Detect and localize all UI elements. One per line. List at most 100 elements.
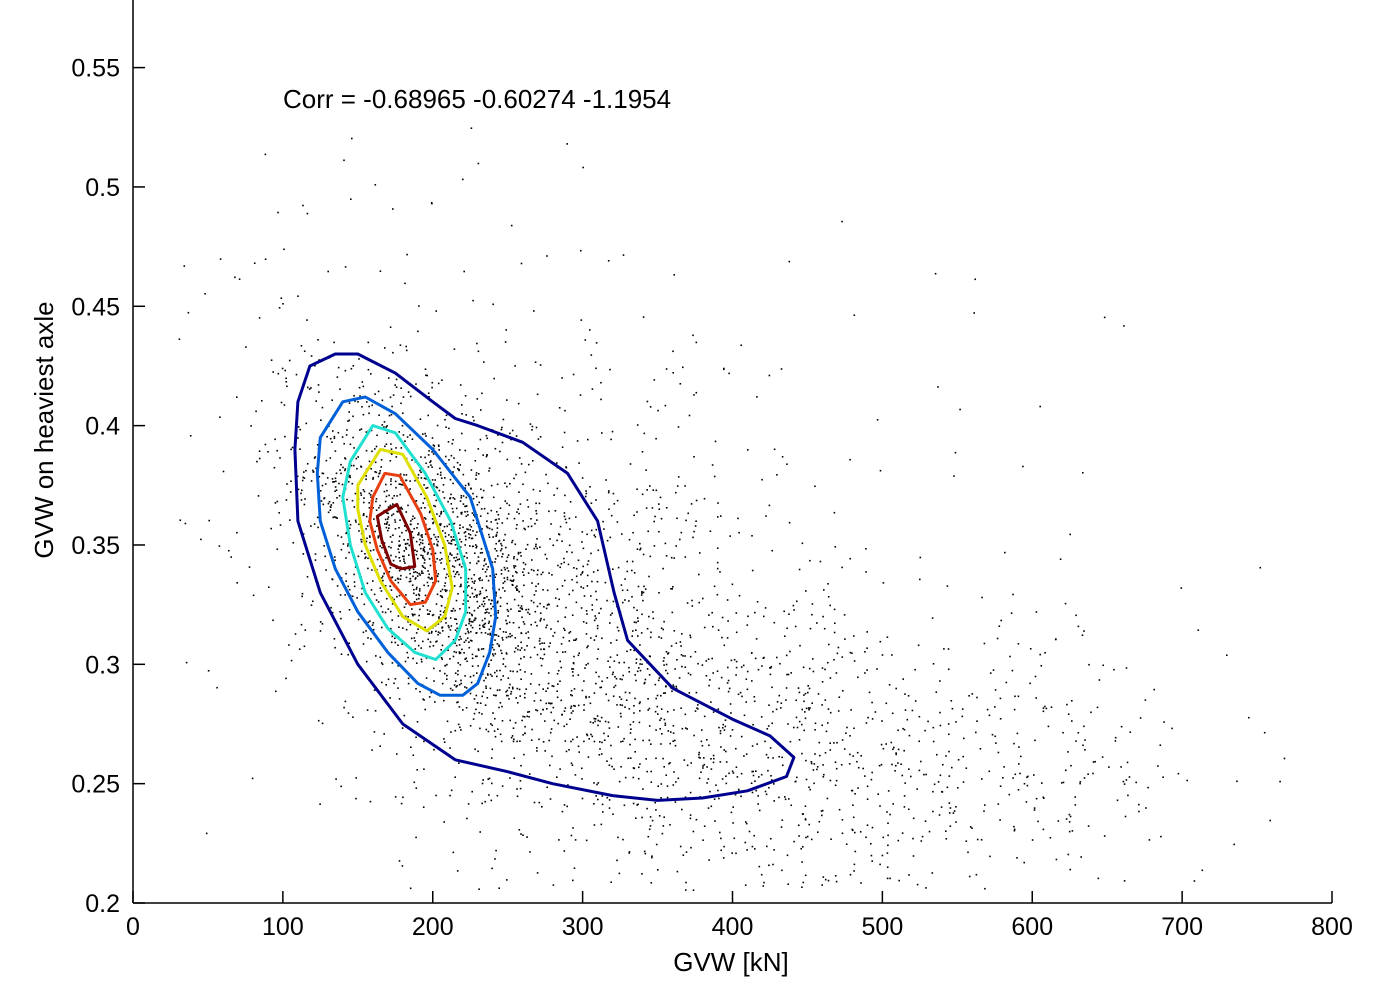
scatter-point <box>746 688 749 691</box>
scatter-point <box>824 752 827 754</box>
scatter-point <box>743 714 746 717</box>
scatter-point <box>345 434 348 436</box>
scatter-point <box>776 701 779 703</box>
scatter-point <box>479 592 482 595</box>
scatter-point <box>391 514 393 517</box>
scatter-point <box>228 549 230 552</box>
scatter-point <box>536 547 538 550</box>
scatter-point <box>477 750 479 753</box>
scatter-point <box>296 475 299 478</box>
scatter-point <box>371 569 373 571</box>
scatter-point <box>456 870 459 872</box>
scatter-point <box>684 796 687 798</box>
scatter-point <box>522 483 524 486</box>
scatter-point <box>423 557 425 560</box>
scatter-point <box>321 472 324 475</box>
scatter-point <box>484 800 486 803</box>
scatter-point <box>564 740 567 742</box>
scatter-point <box>506 602 508 605</box>
scatter-point <box>487 622 490 624</box>
scatter-point <box>417 557 419 560</box>
scatter-point <box>346 498 348 501</box>
scatter-point <box>465 515 468 517</box>
scatter-point <box>385 526 388 529</box>
scatter-point <box>460 585 462 587</box>
scatter-point <box>427 454 430 456</box>
scatter-point <box>674 739 676 742</box>
scatter-point <box>751 845 754 848</box>
scatter-point <box>448 427 450 430</box>
scatter-point <box>337 431 340 434</box>
scatter-point <box>392 394 395 396</box>
scatter-point <box>479 552 482 554</box>
scatter-point <box>665 669 667 672</box>
scatter-point <box>484 704 487 706</box>
scatter-point <box>453 457 455 459</box>
scatter-point <box>464 632 467 635</box>
scatter-point <box>459 538 461 541</box>
scatter-point <box>531 728 533 731</box>
scatter-point <box>451 538 454 541</box>
scatter-point <box>456 559 459 561</box>
scatter-point <box>407 682 410 685</box>
scatter-point <box>476 504 479 506</box>
scatter-point <box>440 513 442 515</box>
scatter-point <box>849 873 852 876</box>
scatter-point <box>1002 777 1004 779</box>
scatter-point <box>1114 736 1117 739</box>
scatter-point <box>495 634 498 636</box>
scatter-point <box>272 371 274 373</box>
scatter-point <box>446 720 449 723</box>
scatter-point <box>524 528 526 531</box>
scatter-point <box>604 720 607 723</box>
scatter-point <box>589 329 591 331</box>
scatter-point <box>687 512 689 515</box>
scatter-point <box>654 801 656 804</box>
scatter-point <box>332 481 334 483</box>
scatter-point <box>781 819 784 821</box>
scatter-point <box>517 402 520 405</box>
scatter-point <box>536 624 538 627</box>
scatter-point <box>274 502 277 504</box>
scatter-point <box>663 766 665 768</box>
scatter-point <box>694 710 697 712</box>
scatter-point <box>450 493 452 496</box>
scatter-point <box>509 670 512 672</box>
scatter-point <box>768 374 771 377</box>
scatter-point <box>490 521 492 523</box>
scatter-point <box>443 585 446 587</box>
scatter-point <box>378 414 380 416</box>
scatter-point <box>517 645 519 647</box>
scatter-point <box>416 769 418 771</box>
scatter-point <box>802 881 805 884</box>
scatter-point <box>829 749 832 751</box>
scatter-point <box>469 676 472 678</box>
scatter-point <box>470 620 473 623</box>
scatter-point <box>707 807 710 809</box>
scatter-point <box>765 793 768 796</box>
scatter-point <box>912 837 914 840</box>
scatter-point <box>673 630 676 632</box>
scatter-point <box>345 532 347 535</box>
scatter-point <box>598 675 600 678</box>
scatter-point <box>305 469 307 472</box>
scatter-point <box>522 734 524 736</box>
scatter-point <box>400 447 403 449</box>
scatter-point <box>349 474 351 477</box>
scatter-point <box>932 810 934 813</box>
scatter-point <box>582 621 585 623</box>
scatter-point <box>506 689 509 692</box>
scatter-point <box>731 583 734 586</box>
scatter-point <box>689 791 692 794</box>
scatter-point <box>633 705 635 707</box>
scatter-point <box>570 740 572 743</box>
scatter-point <box>382 579 384 582</box>
scatter-point <box>602 811 604 813</box>
scatter-point <box>437 580 440 583</box>
scatter-point <box>530 525 533 528</box>
scatter-point <box>466 528 468 530</box>
scatter-point <box>292 542 295 544</box>
scatter-point <box>488 467 491 470</box>
scatter-point <box>934 272 937 275</box>
scatter-point <box>642 788 644 790</box>
